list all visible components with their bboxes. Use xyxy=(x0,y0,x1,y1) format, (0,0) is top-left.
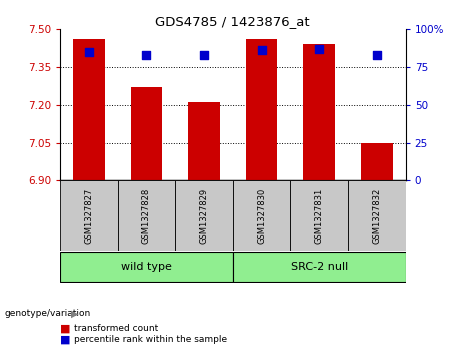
Bar xyxy=(290,180,348,251)
Text: wild type: wild type xyxy=(121,262,172,272)
Text: GSM1327831: GSM1327831 xyxy=(315,187,324,244)
Point xyxy=(85,49,92,55)
Point xyxy=(200,52,207,58)
Point xyxy=(315,46,323,52)
Point xyxy=(373,52,381,58)
Text: ▶: ▶ xyxy=(71,309,79,319)
Point xyxy=(258,47,266,53)
Text: GSM1327828: GSM1327828 xyxy=(142,187,151,244)
Text: GSM1327830: GSM1327830 xyxy=(257,187,266,244)
Text: genotype/variation: genotype/variation xyxy=(5,310,91,318)
Point xyxy=(142,52,150,58)
Title: GDS4785 / 1423876_at: GDS4785 / 1423876_at xyxy=(155,15,310,28)
Bar xyxy=(60,180,118,251)
Text: ■: ■ xyxy=(60,334,71,344)
Bar xyxy=(188,102,220,180)
Bar xyxy=(175,180,233,251)
Bar xyxy=(233,252,406,282)
Bar xyxy=(118,180,175,251)
Text: SRC-2 null: SRC-2 null xyxy=(290,262,348,272)
Bar xyxy=(233,180,290,251)
Bar xyxy=(348,180,406,251)
Bar xyxy=(73,39,105,180)
Text: ■: ■ xyxy=(60,323,71,334)
Text: GSM1327827: GSM1327827 xyxy=(84,187,93,244)
Bar xyxy=(60,252,233,282)
Text: transformed count: transformed count xyxy=(74,324,158,333)
Bar xyxy=(130,87,162,180)
Bar xyxy=(303,44,335,180)
Bar xyxy=(246,39,278,180)
Bar xyxy=(361,143,393,180)
Text: GSM1327829: GSM1327829 xyxy=(200,188,208,244)
Text: GSM1327832: GSM1327832 xyxy=(372,187,381,244)
Text: percentile rank within the sample: percentile rank within the sample xyxy=(74,335,227,344)
